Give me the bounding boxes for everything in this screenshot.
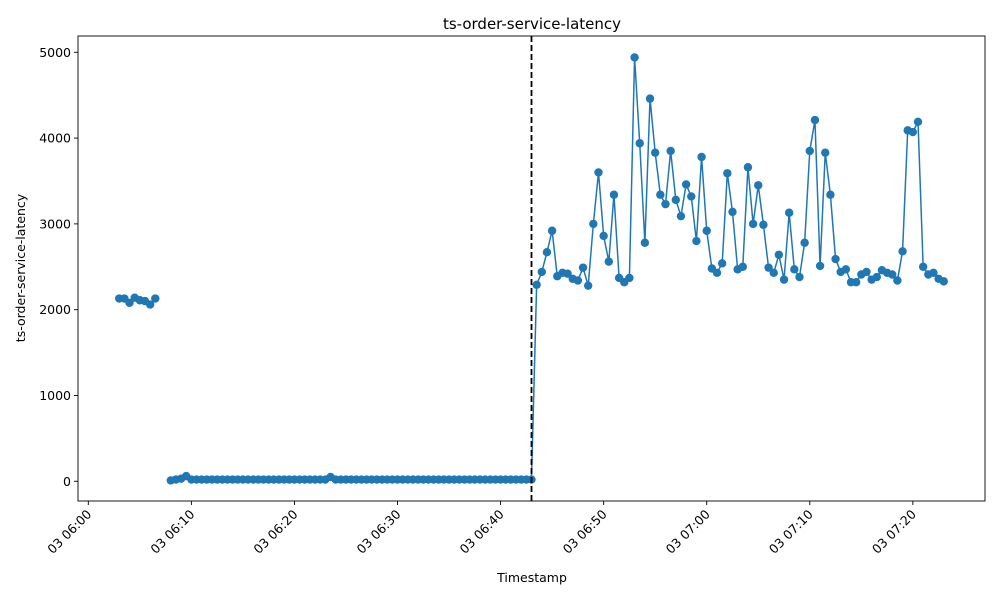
data-point — [532, 280, 541, 289]
data-point — [774, 250, 784, 259]
x-tick-label: 03 07:20 — [869, 506, 919, 556]
data-point — [800, 238, 809, 247]
data-point — [918, 262, 928, 271]
data-point — [908, 127, 918, 137]
data-point — [625, 273, 634, 283]
data-point — [784, 208, 794, 217]
data-point — [898, 247, 907, 256]
y-axis: 0 1000 2000 3000 4000 5000 — [39, 45, 78, 489]
data-point — [888, 270, 897, 279]
data-point — [650, 148, 660, 157]
x-tick-label: 03 07:00 — [663, 506, 713, 556]
data-point — [583, 281, 593, 290]
data-point — [578, 263, 588, 272]
y-tick-label: 4000 — [39, 131, 71, 146]
x-tick-label: 03 06:30 — [353, 506, 403, 556]
data-point — [542, 248, 552, 257]
data-point — [913, 117, 923, 126]
data-point — [872, 272, 881, 282]
data-point — [841, 265, 851, 274]
data-point — [589, 219, 598, 229]
data-point — [697, 152, 706, 162]
x-tick-label: 03 06:20 — [250, 506, 300, 556]
data-point — [805, 146, 814, 156]
data-point — [702, 226, 711, 235]
y-tick-label: 0 — [63, 474, 71, 489]
data-point — [604, 257, 613, 266]
data-point — [635, 139, 644, 148]
data-point — [862, 267, 871, 277]
data-point — [743, 163, 753, 172]
data-point — [821, 148, 830, 157]
data-point — [630, 53, 639, 62]
data-point — [748, 219, 758, 229]
data-point — [537, 267, 547, 277]
data-point — [712, 268, 722, 277]
data-point — [717, 259, 727, 268]
data-point — [661, 199, 670, 209]
x-tick-label: 03 06:00 — [44, 506, 94, 556]
data-point — [599, 231, 608, 241]
data-point — [738, 262, 747, 271]
data-point — [676, 211, 686, 221]
data-point — [939, 277, 948, 286]
data-point — [754, 181, 763, 190]
data-point — [125, 298, 134, 308]
data-point — [728, 207, 737, 217]
data-point — [547, 226, 557, 235]
data-point — [851, 278, 861, 287]
chart-title: ts-order-service-latency — [443, 15, 621, 33]
data-point — [687, 192, 696, 201]
data-point — [692, 236, 701, 246]
data-point — [656, 190, 665, 199]
data-point — [815, 261, 825, 271]
y-tick-label: 3000 — [39, 216, 71, 231]
data-point — [929, 268, 938, 277]
y-tick-label: 5000 — [39, 45, 71, 60]
data-point — [795, 272, 804, 282]
data-point — [769, 268, 778, 277]
y-axis-title: ts-order-service-latency — [13, 193, 28, 342]
x-tick-label: 03 06:40 — [457, 506, 507, 556]
y-tick-label: 1000 — [39, 388, 71, 403]
data-point — [893, 276, 902, 285]
x-axis: 03 06:00 03 06:10 03 06:20 03 06:30 03 06:40… — [44, 501, 919, 557]
data-point — [671, 195, 680, 205]
x-tick-label: 03 07:10 — [766, 506, 816, 556]
data-point — [151, 294, 160, 303]
data-point — [681, 180, 691, 189]
data-point — [723, 169, 732, 178]
data-point — [645, 94, 655, 103]
data-point — [145, 300, 155, 309]
x-tick-label: 03 06:50 — [560, 506, 610, 556]
data-point — [810, 115, 820, 125]
x-axis-title: Timestamp — [496, 570, 567, 585]
data-point — [764, 263, 773, 272]
series-layer — [115, 53, 948, 485]
data-point — [779, 275, 789, 284]
y-tick-label: 2000 — [39, 302, 71, 317]
data-point — [831, 254, 840, 264]
data-point — [573, 276, 583, 285]
data-point — [563, 269, 572, 278]
data-point — [666, 146, 675, 156]
data-point — [759, 220, 768, 229]
data-point — [790, 265, 799, 274]
data-point — [609, 190, 619, 199]
x-tick-label: 03 06:10 — [147, 506, 197, 556]
data-point — [594, 168, 603, 177]
data-point — [640, 238, 650, 247]
data-point — [826, 190, 835, 199]
